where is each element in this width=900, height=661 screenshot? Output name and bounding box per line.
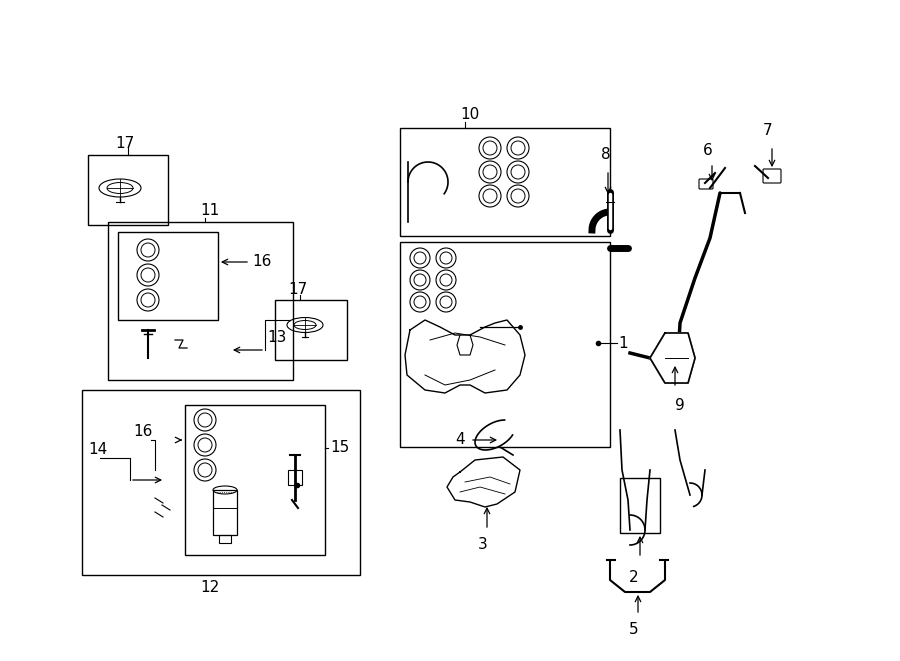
Bar bbox=[82, 390, 360, 575]
Bar bbox=[275, 300, 347, 360]
Text: 13: 13 bbox=[267, 330, 286, 346]
Text: 17: 17 bbox=[288, 282, 307, 297]
Text: 15: 15 bbox=[330, 440, 349, 455]
Text: 14: 14 bbox=[88, 442, 107, 457]
Text: 9: 9 bbox=[675, 398, 685, 413]
Text: 12: 12 bbox=[201, 580, 220, 595]
Text: 4: 4 bbox=[455, 432, 465, 447]
Text: 3: 3 bbox=[478, 537, 488, 552]
Text: 6: 6 bbox=[703, 143, 713, 158]
Text: 5: 5 bbox=[629, 622, 639, 637]
Polygon shape bbox=[650, 333, 695, 383]
Bar bbox=[400, 242, 610, 447]
Bar bbox=[620, 478, 660, 533]
Text: 8: 8 bbox=[601, 147, 611, 162]
Bar bbox=[88, 155, 168, 225]
Bar bbox=[108, 222, 293, 380]
Text: 7: 7 bbox=[763, 123, 773, 138]
Bar bbox=[185, 405, 325, 555]
Bar bbox=[213, 490, 237, 535]
Text: 11: 11 bbox=[200, 203, 220, 218]
Text: 2: 2 bbox=[629, 570, 639, 585]
Text: 1: 1 bbox=[618, 336, 627, 350]
Bar bbox=[400, 128, 610, 236]
Text: 16: 16 bbox=[252, 254, 272, 270]
Text: 16: 16 bbox=[133, 424, 152, 440]
Bar bbox=[219, 535, 231, 543]
Bar bbox=[118, 232, 218, 320]
Text: 10: 10 bbox=[460, 107, 479, 122]
Bar bbox=[288, 470, 302, 485]
Text: 17: 17 bbox=[115, 136, 134, 151]
